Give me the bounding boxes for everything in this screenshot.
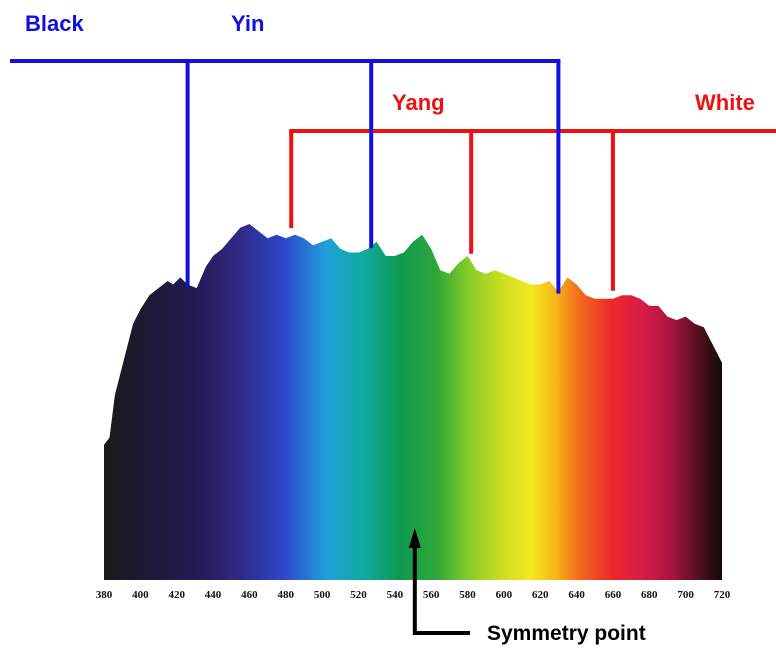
x-tick-label: 460 xyxy=(241,589,258,601)
x-tick-label: 500 xyxy=(313,589,331,601)
x-tick-label: 440 xyxy=(204,589,222,601)
label-yang: Yang xyxy=(392,90,445,115)
symmetry-arrow-head xyxy=(408,528,421,548)
x-tick-label: 640 xyxy=(568,589,585,601)
spectrum-area xyxy=(104,224,722,580)
x-tick-label: 560 xyxy=(422,589,440,601)
x-tick-label: 400 xyxy=(132,589,149,601)
symmetry-arrow-shaft xyxy=(412,546,470,635)
x-tick-label: 700 xyxy=(677,589,694,601)
x-tick-label: 620 xyxy=(531,589,549,601)
symmetry-point-label: Symmetry point xyxy=(487,622,646,645)
x-tick-label: 580 xyxy=(459,589,476,601)
label-black: Black xyxy=(25,11,84,36)
x-tick-label: 380 xyxy=(95,589,113,601)
label-white: White xyxy=(695,90,755,115)
x-tick-label: 600 xyxy=(495,589,513,601)
x-tick-label: 720 xyxy=(713,589,731,601)
x-tick-label: 540 xyxy=(386,589,404,601)
label-yin: Yin xyxy=(231,11,265,36)
x-tick-label: 680 xyxy=(641,589,658,601)
x-tick-label: 480 xyxy=(277,589,295,601)
x-tick-label: 660 xyxy=(604,589,622,601)
x-tick-label: 420 xyxy=(168,589,185,601)
x-tick-label: 520 xyxy=(350,589,367,601)
